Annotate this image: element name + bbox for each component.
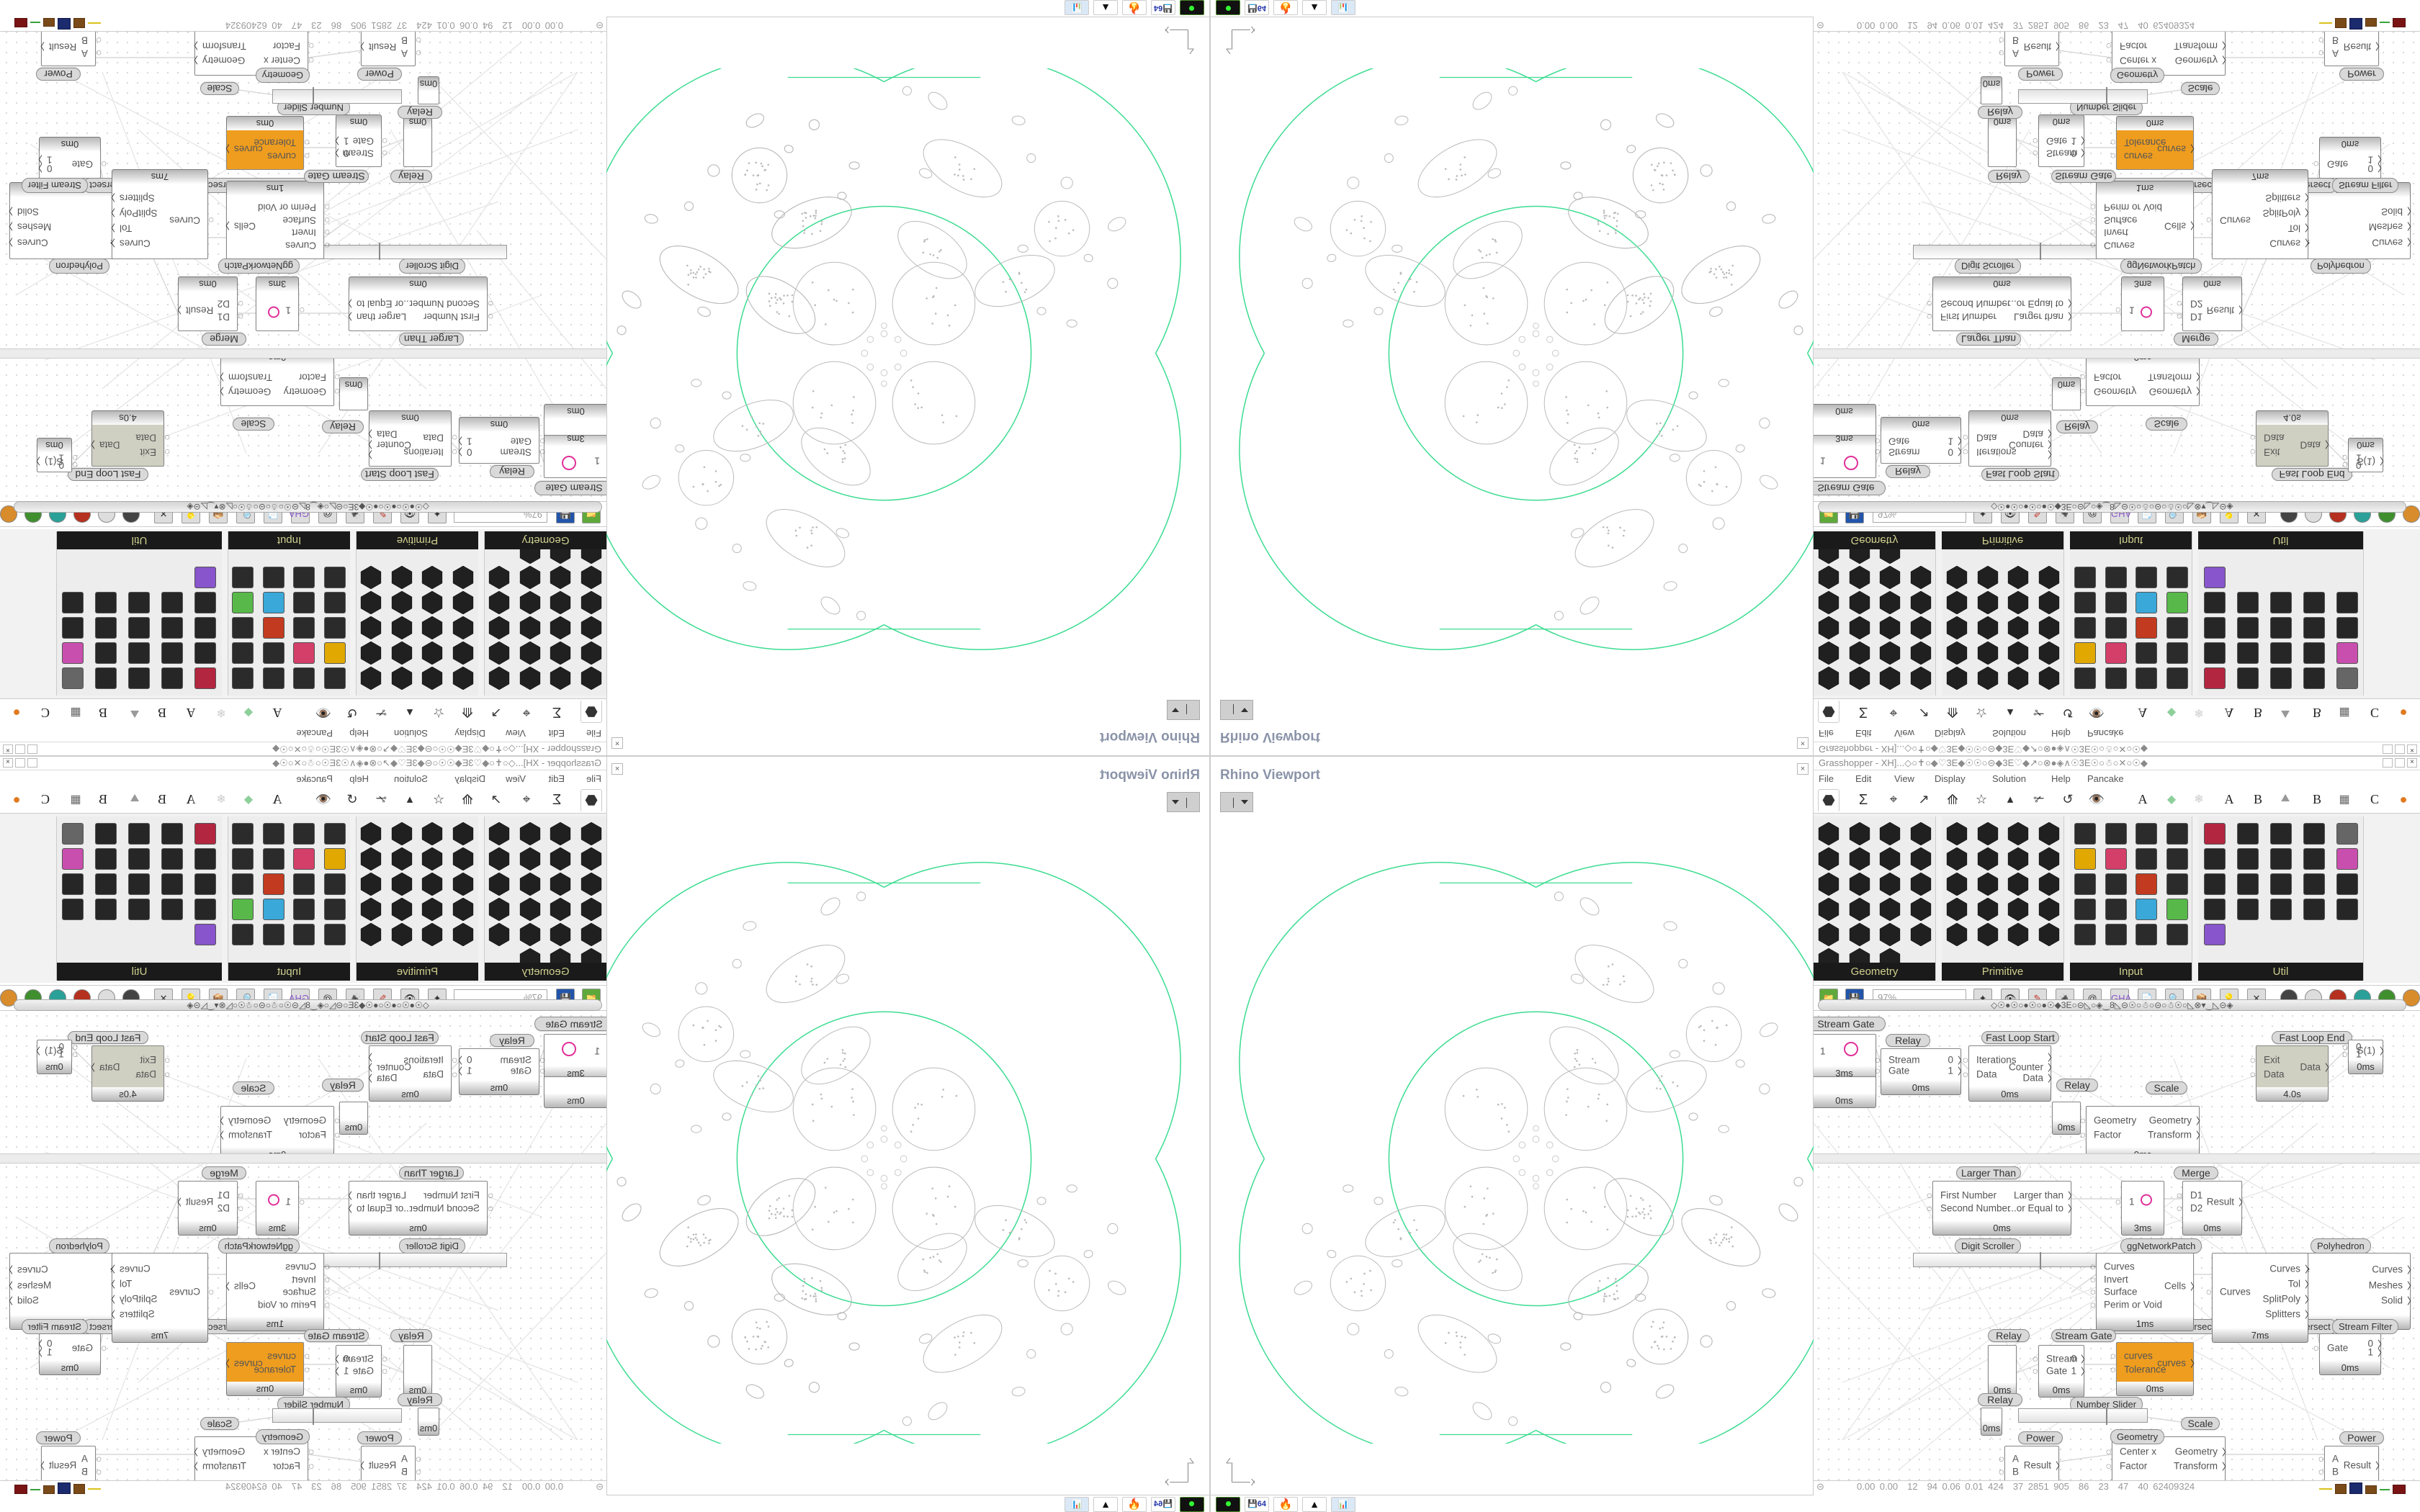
svg-text:X: X xyxy=(1165,24,1169,35)
svg-text:Z: Z xyxy=(1226,1458,1232,1465)
svg-text:Z: Z xyxy=(1188,1458,1194,1465)
svg-text:X: X xyxy=(1251,1477,1255,1488)
svg-text:X: X xyxy=(1165,1477,1169,1488)
svg-text:X: X xyxy=(1251,24,1255,35)
svg-text:Z: Z xyxy=(1226,47,1232,54)
svg-text:Z: Z xyxy=(1188,47,1194,54)
